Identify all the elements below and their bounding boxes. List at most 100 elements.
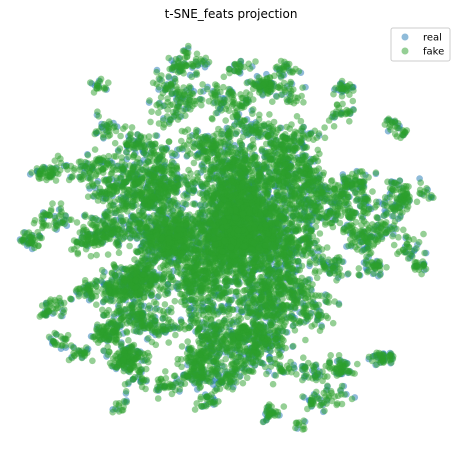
- fake-point: [115, 148, 122, 155]
- fake-point: [197, 88, 204, 95]
- fake-point: [280, 403, 288, 410]
- fake-point: [165, 138, 173, 145]
- fake-point: [155, 109, 162, 116]
- fake-point: [140, 142, 148, 150]
- fake-point: [194, 331, 202, 338]
- fake-point: [164, 106, 171, 113]
- fake-point: [338, 92, 346, 100]
- fake-point: [279, 295, 286, 303]
- fake-point: [319, 253, 327, 260]
- fake-point: [18, 236, 26, 244]
- fake-point: [189, 102, 196, 110]
- fake-point: [186, 83, 193, 90]
- fake-point: [262, 130, 269, 138]
- fake-point: [28, 231, 36, 239]
- fake-point: [312, 259, 320, 267]
- fake-point: [312, 267, 319, 275]
- fake-point: [242, 356, 250, 364]
- fake-point: [274, 412, 282, 419]
- fake-point: [244, 96, 252, 103]
- fake-point: [146, 97, 153, 104]
- fake-point: [239, 379, 247, 387]
- fake-point: [155, 100, 162, 107]
- fake-point: [180, 84, 187, 91]
- fake-point: [249, 106, 257, 113]
- fake-point: [285, 143, 293, 150]
- fake-point: [104, 251, 112, 258]
- fake-point: [243, 89, 250, 96]
- fake-point: [115, 400, 123, 407]
- fake-point: [192, 97, 200, 105]
- fake-point: [276, 124, 284, 132]
- fake-point: [150, 147, 157, 155]
- fake-point: [125, 136, 133, 144]
- fake-point: [179, 107, 186, 115]
- fake-point: [117, 132, 124, 140]
- fake-point: [334, 263, 341, 270]
- fake-point: [262, 296, 270, 304]
- fake-point: [31, 217, 39, 224]
- fake-point: [303, 144, 311, 151]
- fake-point: [236, 102, 244, 109]
- fake-point: [115, 408, 123, 415]
- fake-point: [281, 58, 288, 66]
- fake-point: [238, 94, 246, 102]
- series-fake-points: [17, 42, 437, 433]
- fake-point: [400, 185, 407, 192]
- fake-point: [313, 274, 321, 282]
- fake-point: [338, 272, 346, 279]
- fake-point: [127, 131, 134, 139]
- fake-point: [173, 96, 181, 104]
- fake-point: [260, 121, 268, 128]
- fake-point: [295, 68, 303, 75]
- fake-point: [180, 88, 187, 96]
- fake-point: [178, 127, 186, 135]
- fake-point: [365, 353, 373, 361]
- fake-point: [198, 101, 205, 109]
- fake-point: [36, 234, 44, 242]
- fake-point: [333, 277, 340, 284]
- fake-point: [346, 118, 353, 125]
- fake-point: [286, 162, 294, 170]
- fake-point: [250, 349, 257, 357]
- fake-point: [389, 185, 396, 193]
- fake-point: [330, 123, 338, 130]
- fake-point: [265, 411, 273, 418]
- fake-point: [156, 151, 164, 159]
- fake-point: [265, 356, 273, 363]
- fake-point: [332, 257, 339, 265]
- fake-point: [304, 405, 311, 413]
- fake-point: [275, 67, 283, 74]
- fake-point: [181, 95, 189, 103]
- fake-point: [308, 396, 315, 404]
- fake-point: [371, 204, 379, 211]
- fake-point: [169, 101, 176, 108]
- fake-point: [252, 357, 260, 365]
- fake-point: [393, 194, 400, 202]
- fake-point: [273, 302, 281, 310]
- fake-point: [128, 124, 136, 131]
- fake-point: [259, 418, 267, 426]
- fake-point: [152, 132, 159, 139]
- fake-point: [134, 131, 141, 138]
- fake-point: [140, 134, 148, 141]
- fake-point: [325, 256, 332, 264]
- fake-point: [321, 407, 328, 415]
- fake-point: [346, 110, 354, 117]
- fake-point: [184, 338, 191, 345]
- fake-point: [186, 91, 194, 98]
- fake-point: [144, 157, 152, 165]
- fake-point: [28, 239, 35, 246]
- fake-point: [265, 403, 272, 410]
- fake-point: [331, 113, 339, 120]
- fake-point: [355, 265, 363, 272]
- fake-point: [111, 139, 119, 147]
- fake-point: [161, 158, 169, 165]
- fake-point: [335, 104, 343, 111]
- fake-point: [151, 163, 159, 171]
- fake-point: [225, 107, 233, 114]
- fake-point: [388, 191, 396, 198]
- fake-point: [289, 68, 297, 75]
- fake-point: [109, 408, 116, 416]
